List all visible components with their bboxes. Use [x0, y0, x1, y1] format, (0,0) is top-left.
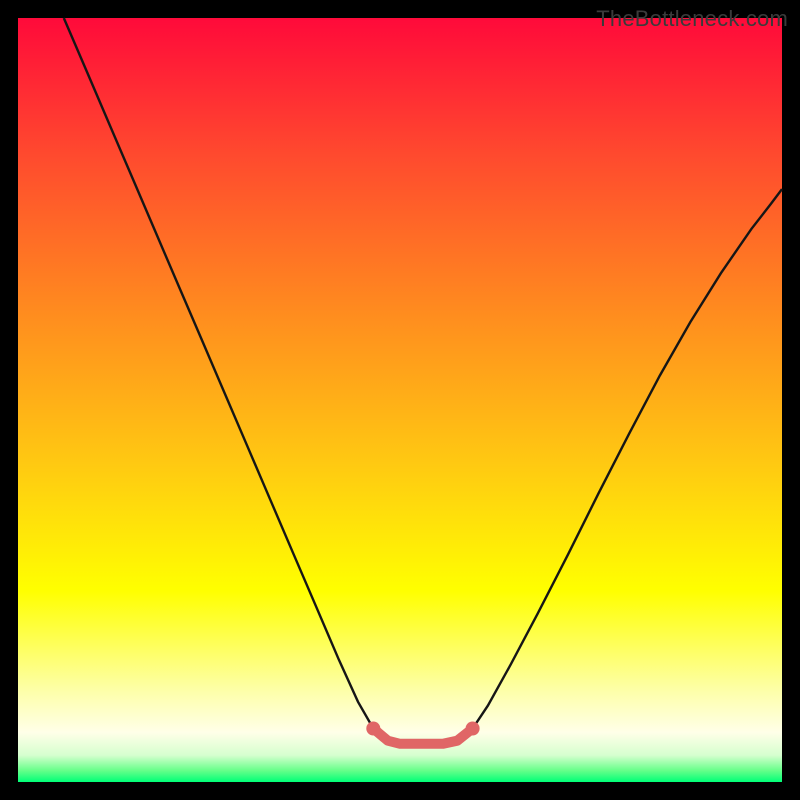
highlight-cap-right: [466, 722, 480, 736]
chart-svg: [0, 0, 800, 800]
plot-background: [18, 18, 782, 782]
watermark-text: TheBottleneck.com: [596, 6, 788, 32]
highlight-cap-left: [366, 722, 380, 736]
chart-frame: TheBottleneck.com: [0, 0, 800, 800]
